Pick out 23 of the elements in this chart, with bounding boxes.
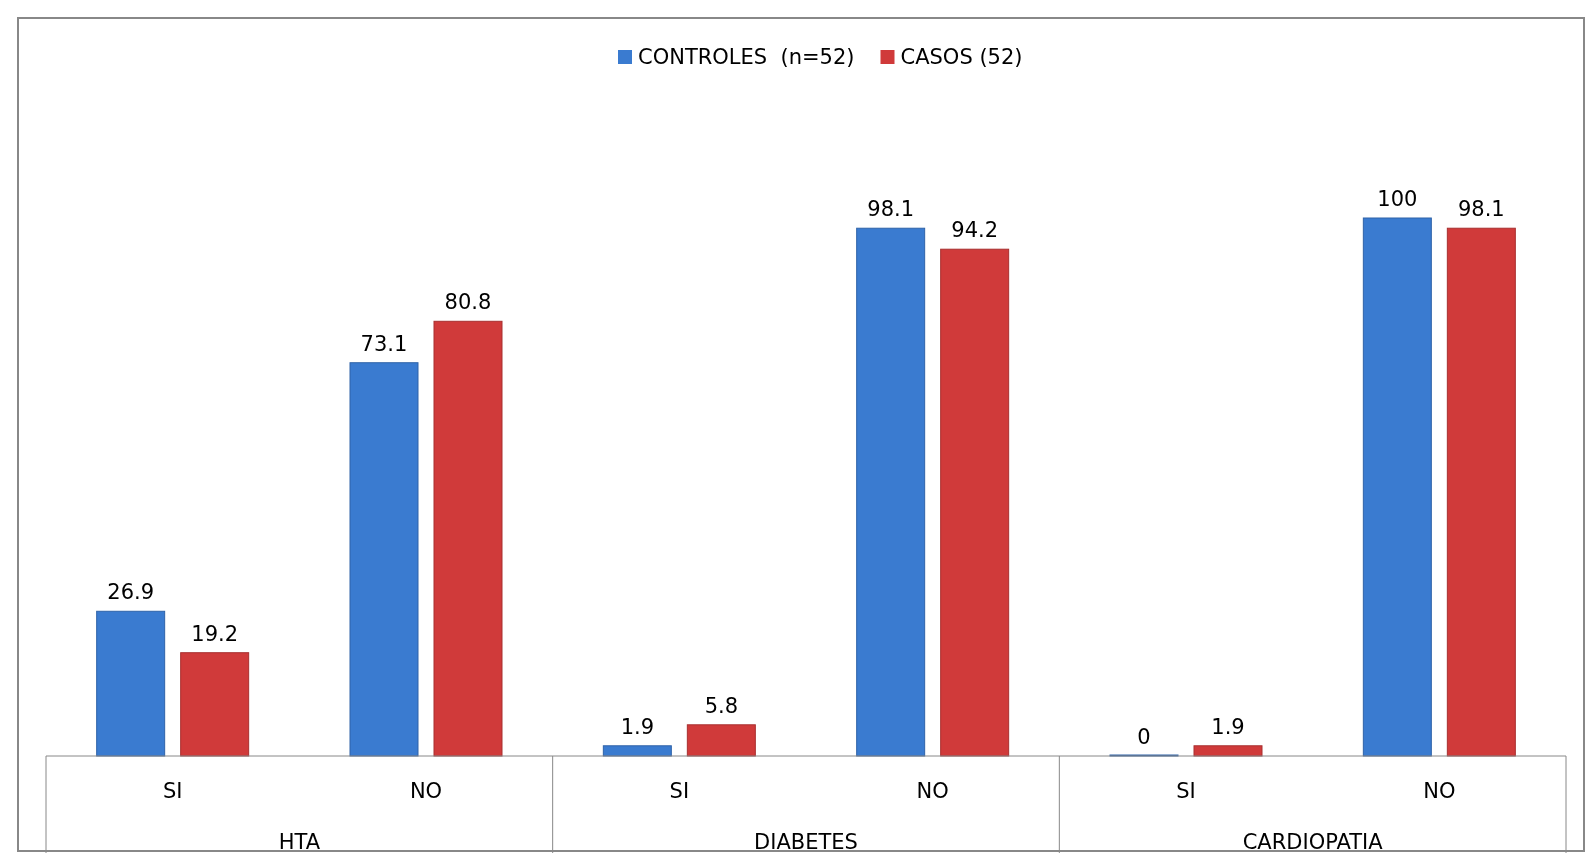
data-label: 1.9: [620, 714, 655, 739]
legend-label: CASOS (52): [900, 45, 1023, 69]
x-tick-label: NO: [1423, 779, 1456, 803]
text: HTA: [278, 830, 321, 854]
x-tick-label: NO: [916, 779, 949, 803]
data-label: 98.1: [867, 197, 915, 222]
data-label: 94.2: [951, 218, 999, 243]
data-label: 100: [1377, 187, 1418, 211]
data-label: 5.8: [704, 693, 739, 718]
x-tick-label: SI: [1176, 779, 1196, 803]
text: DIABETES: [754, 830, 858, 854]
legend-label: CONTROLES (n=52): [638, 45, 855, 69]
data-label: 80.8: [444, 290, 492, 315]
x-tick-label: NO: [409, 779, 443, 803]
data-label: 26.9: [107, 580, 155, 605]
x-tick-label: SI: [162, 779, 183, 803]
x-tick-label: SI: [669, 779, 690, 803]
data-label: 1.9: [1211, 714, 1245, 739]
data-label: 0: [1137, 725, 1151, 749]
data-label: 73.1: [360, 331, 408, 356]
data-label: 98.1: [1457, 197, 1505, 222]
data-label: 19.2: [191, 621, 239, 646]
text: CARDIOPATIA: [1242, 830, 1384, 854]
